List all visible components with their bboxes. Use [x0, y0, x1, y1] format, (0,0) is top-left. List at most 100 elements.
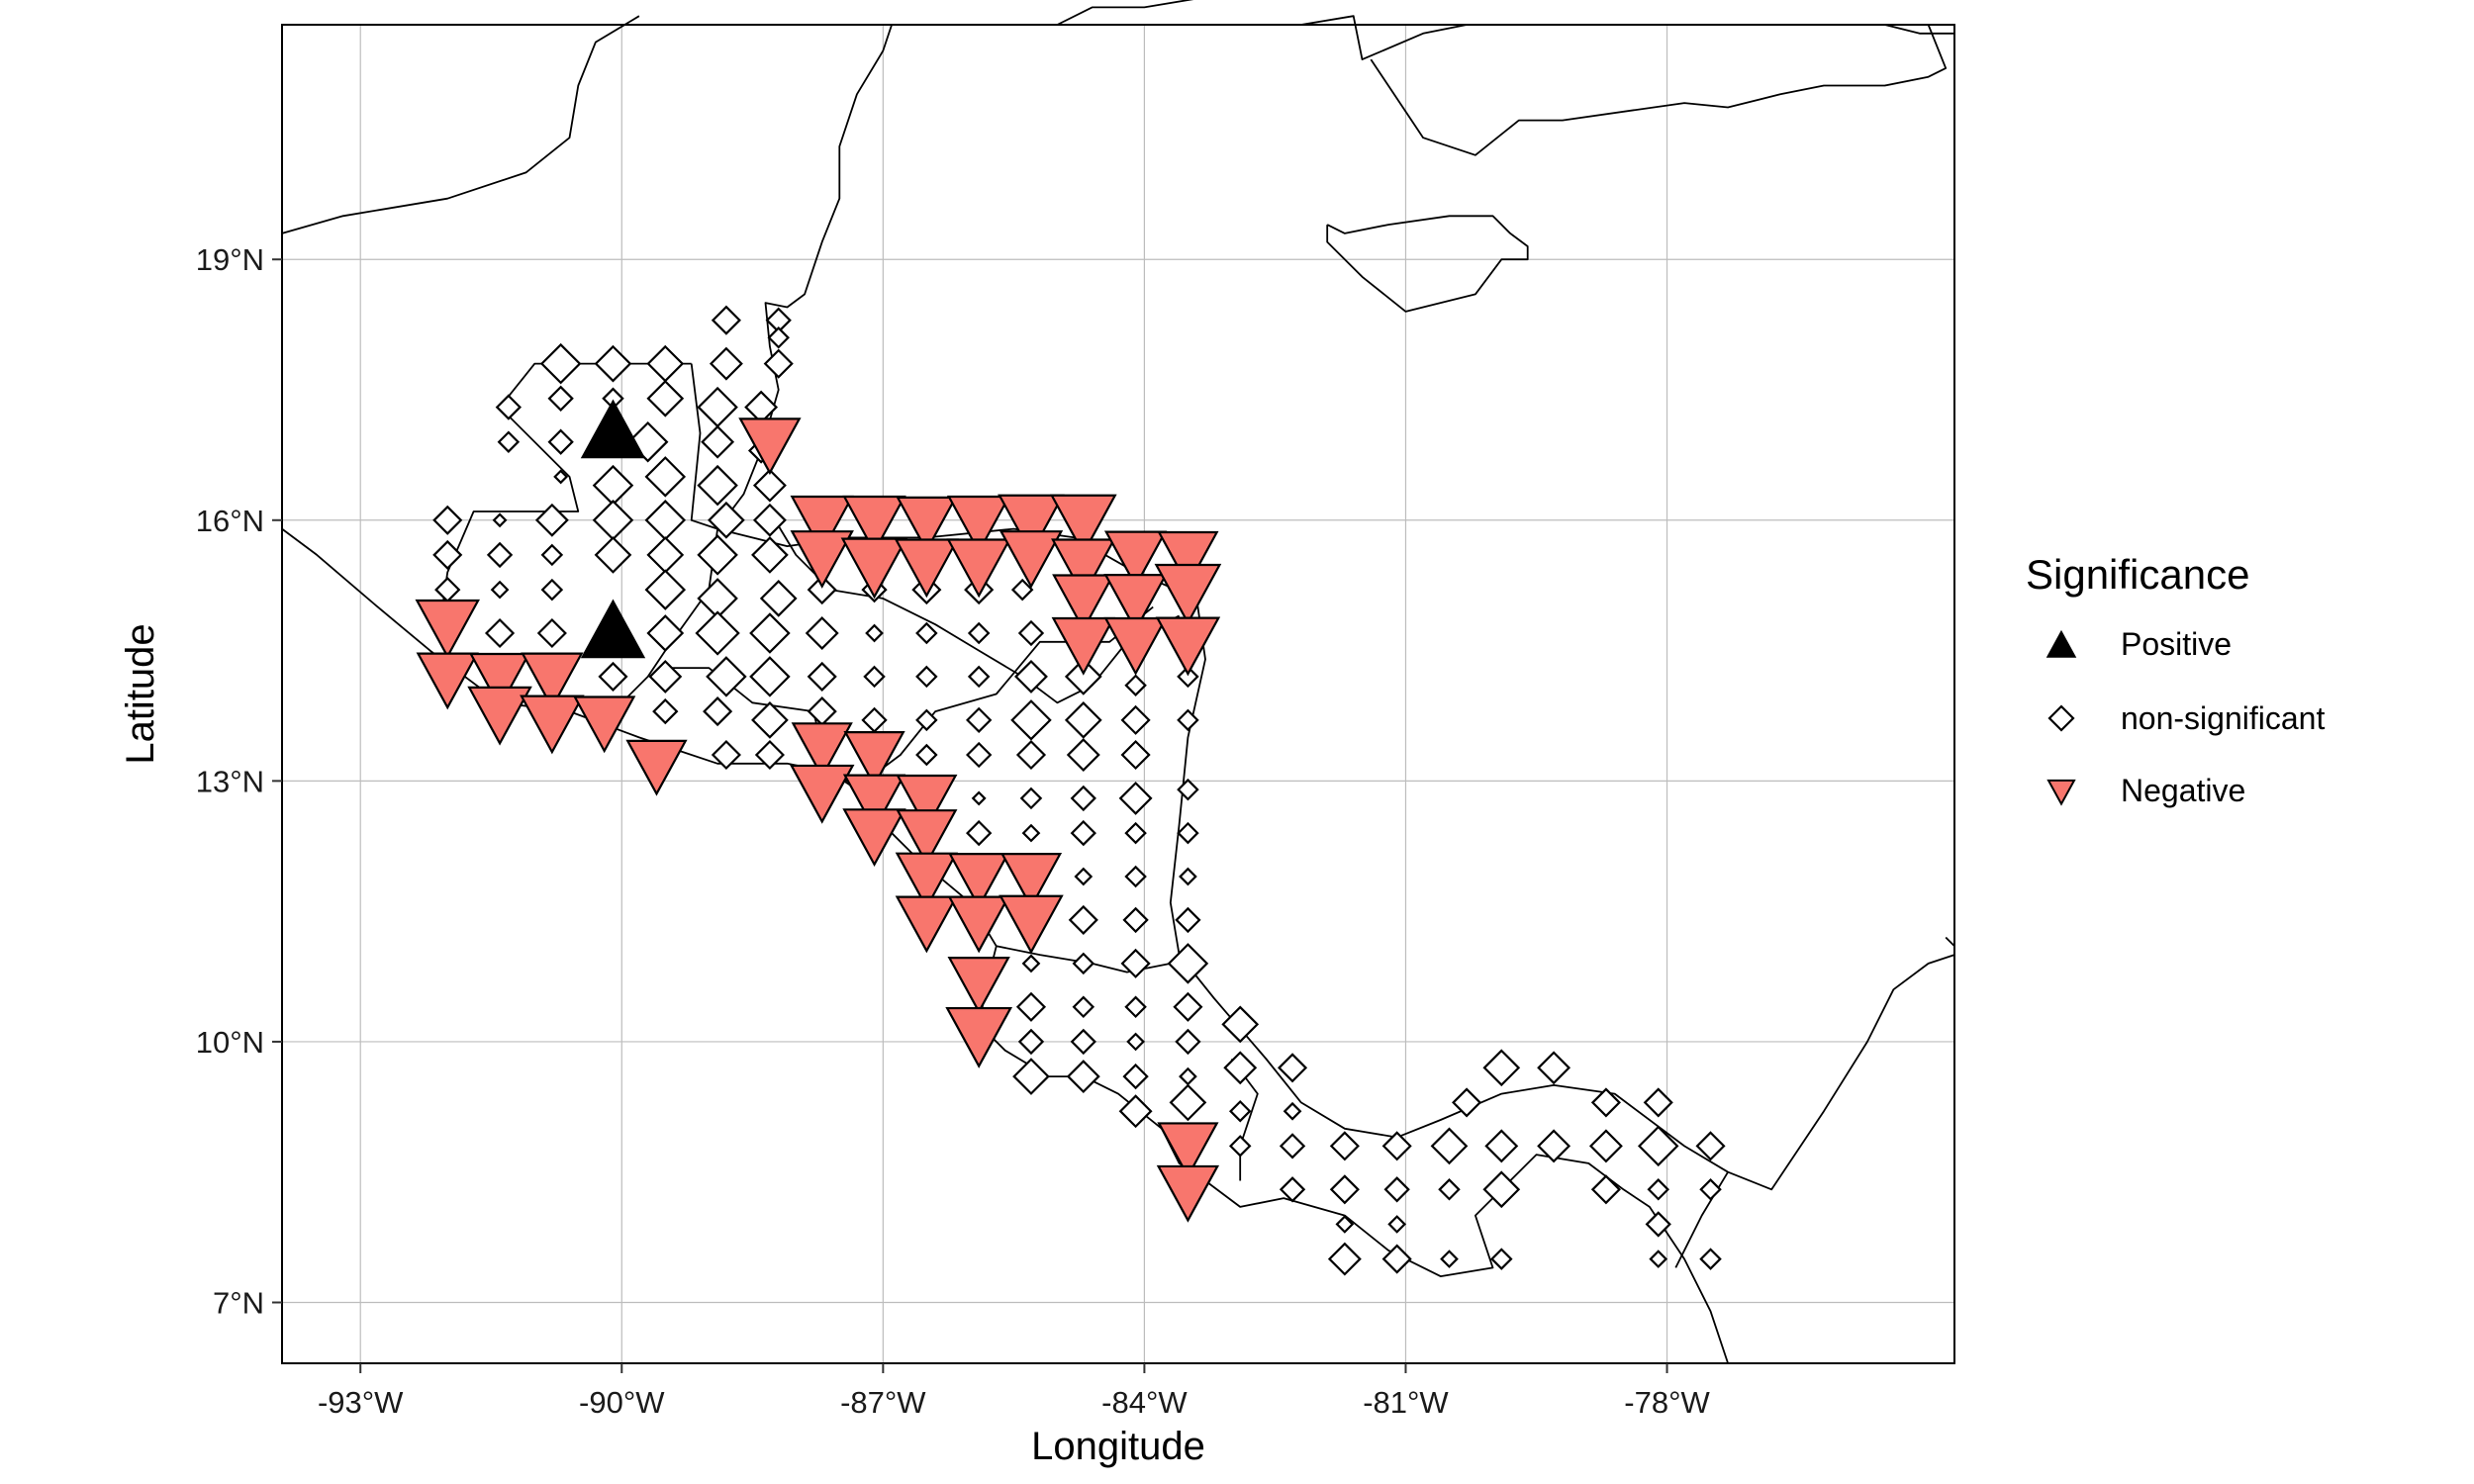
- x-axis-title: Longitude: [1031, 1425, 1205, 1468]
- negative-marker: [520, 695, 585, 755]
- legend-positive-symbol: [2046, 629, 2077, 658]
- non-significant-marker: [644, 569, 687, 610]
- negative-marker: [946, 495, 1011, 554]
- non-significant-marker: [915, 621, 938, 645]
- non-significant-marker: [1430, 1127, 1469, 1165]
- non-significant-marker: [1228, 1135, 1252, 1158]
- x-axis: -93°W -90°W -87°W -84°W -81°W -78°W: [318, 1363, 1710, 1420]
- negative-marker: [947, 956, 1010, 1014]
- y-tick-label: 19°N: [196, 242, 264, 277]
- non-significant-marker: [1122, 906, 1149, 934]
- non-significant-marker: [1124, 821, 1147, 845]
- x-tick-label: -93°W: [318, 1385, 404, 1420]
- non-significant-marker: [697, 534, 738, 576]
- non-significant-marker: [1637, 1125, 1679, 1167]
- non-significant-marker: [1070, 819, 1096, 847]
- non-significant-marker: [1484, 1129, 1519, 1163]
- non-significant-marker: [540, 543, 564, 567]
- non-significant-marker: [709, 346, 743, 381]
- negative-marker: [999, 530, 1064, 589]
- non-significant-marker: [540, 578, 564, 602]
- non-significant-marker: [1329, 1131, 1360, 1161]
- negative-marker: [1154, 563, 1222, 625]
- non-significant-marker: [1699, 1178, 1722, 1201]
- non-significant-marker: [1179, 867, 1197, 886]
- non-significant-marker: [1335, 1215, 1355, 1234]
- non-significant-marker: [749, 656, 791, 697]
- non-significant-marker: [1017, 619, 1045, 647]
- non-significant-marker: [1074, 867, 1094, 886]
- legend-entry: Positive: [2046, 626, 2232, 662]
- non-significant-marker: [1452, 1087, 1482, 1118]
- negative-marker: [1051, 538, 1116, 599]
- negative-marker: [1103, 573, 1168, 632]
- negative-marker: [521, 652, 584, 710]
- negative-marker: [842, 774, 906, 832]
- non-significant-marker: [703, 696, 733, 727]
- y-tick-label: 16°N: [196, 504, 264, 538]
- coastline: [1370, 24, 1948, 156]
- y-axis: 7°N 10°N 13°N 16°N 19°N: [196, 242, 282, 1321]
- grid-lines: [282, 25, 1954, 1363]
- coastline: [1056, 0, 1194, 26]
- negative-marker: [416, 652, 479, 710]
- legend-entry: Negative: [2046, 773, 2245, 808]
- negative-marker: [1103, 616, 1168, 676]
- non-significant-marker: [1118, 1094, 1153, 1129]
- non-significant-marker: [1068, 904, 1098, 935]
- non-significant-marker: [1383, 1176, 1410, 1203]
- non-significant-marker: [1327, 1242, 1362, 1276]
- non-significant-marker: [966, 706, 993, 734]
- negative-marker: [1157, 1122, 1219, 1179]
- non-significant-marker: [706, 656, 747, 697]
- negative-marker: [1157, 530, 1219, 588]
- coastline: [1945, 936, 1955, 947]
- negative-marker: [840, 537, 908, 600]
- y-tick-label: 7°N: [213, 1286, 264, 1321]
- coastline: [716, 24, 1955, 1191]
- non-significant-marker: [1490, 1248, 1513, 1270]
- non-significant-marker: [1223, 1051, 1258, 1085]
- non-significant-marker: [1381, 1244, 1412, 1274]
- non-significant-marker: [1177, 665, 1199, 689]
- non-significant-marker: [754, 739, 785, 771]
- legend-negative-symbol: [2046, 779, 2076, 806]
- non-significant-marker: [1537, 1051, 1571, 1085]
- non-significant-marker: [1070, 1028, 1096, 1056]
- negative-marker: [894, 538, 960, 599]
- non-significant-marker: [966, 819, 993, 847]
- non-significant-marker: [497, 430, 521, 453]
- non-significant-marker: [1120, 739, 1151, 771]
- non-significant-marker: [1645, 1211, 1671, 1238]
- negative-marker: [790, 495, 854, 554]
- non-significant-marker: [966, 741, 993, 769]
- non-significant-marker: [1021, 954, 1041, 974]
- non-significant-marker: [863, 665, 886, 689]
- non-significant-marker: [646, 614, 685, 652]
- non-significant-marker: [1118, 781, 1153, 815]
- non-significant-marker: [1387, 1215, 1407, 1234]
- x-tick-label: -81°W: [1363, 1385, 1449, 1420]
- legend-label: Positive: [2121, 626, 2232, 662]
- non-significant-marker: [1124, 995, 1147, 1019]
- x-tick-label: -90°W: [579, 1385, 665, 1420]
- non-significant-marker: [1066, 738, 1100, 772]
- non-significant-marker: [865, 623, 884, 643]
- negative-marker: [573, 696, 636, 754]
- x-tick-label: -78°W: [1624, 1385, 1710, 1420]
- non-significant-marker: [1120, 704, 1151, 735]
- y-tick-label: 13°N: [196, 764, 264, 798]
- non-significant-marker: [1649, 1250, 1668, 1268]
- non-significant-marker: [1329, 1174, 1360, 1205]
- non-significant-marker: [967, 621, 991, 645]
- non-significant-marker: [708, 501, 745, 539]
- non-significant-marker: [1699, 1248, 1722, 1270]
- negative-marker: [895, 895, 959, 954]
- non-significant-marker: [1010, 578, 1034, 602]
- non-significant-marker: [1590, 1087, 1621, 1118]
- non-significant-marker: [1537, 1129, 1571, 1163]
- negative-marker: [467, 686, 532, 746]
- non-significant-marker: [1167, 943, 1209, 984]
- non-significant-marker: [594, 536, 632, 574]
- non-significant-marker: [1015, 739, 1047, 771]
